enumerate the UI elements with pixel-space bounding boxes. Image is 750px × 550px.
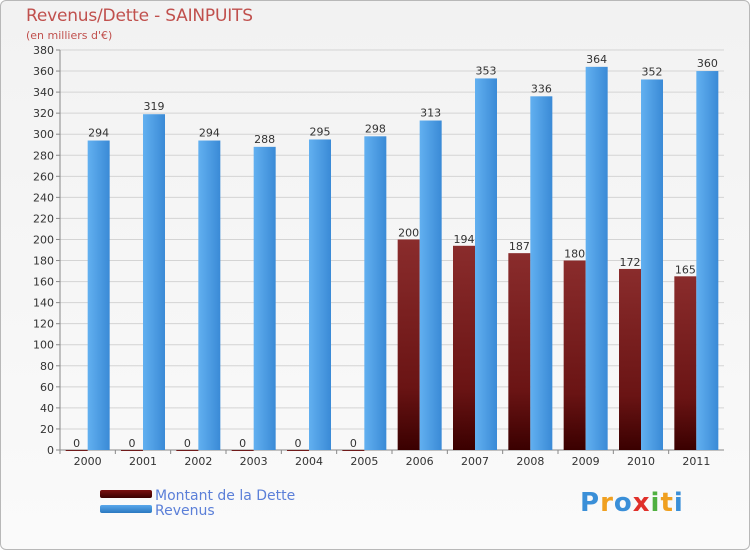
data-label-revenus: 336 xyxy=(531,82,552,95)
data-label-dette: 172 xyxy=(620,256,641,269)
x-tick-label: 2004 xyxy=(295,455,323,468)
y-tick-label: 200 xyxy=(33,233,54,246)
bar-dette xyxy=(231,450,254,451)
bar-dette xyxy=(563,260,586,450)
data-label-revenus: 294 xyxy=(88,127,109,140)
x-tick-label: 2005 xyxy=(350,455,378,468)
logo-letter: i xyxy=(673,488,684,518)
data-label-dette: 194 xyxy=(454,233,475,246)
y-tick-label: 160 xyxy=(33,276,54,289)
y-tick-label: 100 xyxy=(33,339,54,352)
data-label-revenus: 319 xyxy=(144,100,165,113)
bar-revenus xyxy=(87,140,110,451)
x-tick-label: 2001 xyxy=(129,455,157,468)
bar-dette xyxy=(397,239,420,450)
logo-letter: r xyxy=(600,488,614,518)
bar-revenus xyxy=(198,140,221,451)
data-label-revenus: 352 xyxy=(642,65,663,78)
chart-subtitle: (en milliers d'€) xyxy=(26,29,113,42)
legend-swatch-revenus xyxy=(100,505,152,513)
data-label-revenus: 294 xyxy=(199,127,220,140)
data-label-revenus: 360 xyxy=(697,57,718,70)
data-label-revenus: 295 xyxy=(310,125,331,138)
legend-label-dette: Montant de la Dette xyxy=(155,488,296,504)
x-tick-label: 2002 xyxy=(184,455,212,468)
bar-dette xyxy=(508,253,531,450)
y-tick-label: 140 xyxy=(33,297,54,310)
x-tick-label: 2011 xyxy=(682,455,710,468)
bar-dette xyxy=(65,450,88,451)
bar-revenus xyxy=(309,139,331,450)
bar-dette xyxy=(453,245,475,450)
bar-dette xyxy=(674,276,697,450)
x-tick-label: 2008 xyxy=(516,455,544,468)
bar-revenus xyxy=(364,136,387,450)
bar-revenus xyxy=(530,96,553,450)
y-tick-label: 120 xyxy=(33,318,54,331)
data-label-dette: 0 xyxy=(129,437,136,450)
y-tick-label: 180 xyxy=(33,255,54,268)
bar-revenus xyxy=(585,66,608,450)
x-tick-label: 2000 xyxy=(74,455,102,468)
data-label-dette: 0 xyxy=(184,437,191,450)
logo-letter: i xyxy=(650,488,661,518)
y-tick-label: 80 xyxy=(40,360,54,373)
logo-letter: P xyxy=(580,488,601,518)
bar-revenus xyxy=(475,78,497,450)
x-tick-label: 2007 xyxy=(461,455,489,468)
data-label-dette: 0 xyxy=(295,437,302,450)
data-label-dette: 0 xyxy=(239,437,246,450)
data-label-dette: 165 xyxy=(675,263,696,276)
y-tick-label: 380 xyxy=(33,44,54,57)
y-tick-label: 40 xyxy=(40,402,54,415)
bar-revenus xyxy=(641,79,663,450)
data-label-revenus: 353 xyxy=(476,64,497,77)
y-tick-label: 0 xyxy=(47,444,54,457)
bar-dette xyxy=(342,450,365,451)
data-label-dette: 180 xyxy=(564,248,585,261)
bar-revenus xyxy=(143,114,165,451)
y-tick-label: 320 xyxy=(33,107,54,120)
y-tick-label: 60 xyxy=(40,381,54,394)
data-label-dette: 187 xyxy=(509,240,530,253)
chart-title: Revenus/Dette - SAINPUITS xyxy=(26,6,253,26)
proxiti-logo: Proxiti xyxy=(580,488,684,518)
bar-revenus xyxy=(696,71,719,450)
logo-letter: t xyxy=(660,488,674,518)
y-tick-label: 220 xyxy=(33,212,54,225)
y-tick-label: 280 xyxy=(33,149,54,162)
legend-label-revenus: Revenus xyxy=(155,503,215,519)
x-tick-label: 2003 xyxy=(240,455,268,468)
data-label-dette: 200 xyxy=(398,226,419,239)
y-tick-label: 300 xyxy=(33,128,54,141)
x-tick-label: 2006 xyxy=(406,455,434,468)
data-label-revenus: 313 xyxy=(420,107,441,120)
logo-letter: o xyxy=(613,488,633,518)
bar-revenus xyxy=(253,146,276,450)
y-tick-label: 20 xyxy=(40,423,54,436)
x-tick-label: 2009 xyxy=(572,455,600,468)
bar-dette xyxy=(176,450,199,451)
bar-revenus xyxy=(419,120,442,451)
x-tick-label: 2010 xyxy=(627,455,655,468)
logo-letter: x xyxy=(632,488,651,518)
y-tick-label: 260 xyxy=(33,170,54,183)
data-label-revenus: 298 xyxy=(365,122,386,135)
y-tick-label: 340 xyxy=(33,86,54,99)
data-label-revenus: 364 xyxy=(586,53,607,66)
data-label-revenus: 288 xyxy=(254,133,275,146)
y-tick-label: 240 xyxy=(33,191,54,204)
bar-dette xyxy=(287,450,309,451)
bar-dette xyxy=(121,450,143,451)
data-label-dette: 0 xyxy=(73,437,80,450)
bar-dette xyxy=(619,268,641,450)
legend-swatch-dette xyxy=(100,490,152,498)
y-tick-label: 360 xyxy=(33,65,54,78)
data-label-dette: 0 xyxy=(350,437,357,450)
